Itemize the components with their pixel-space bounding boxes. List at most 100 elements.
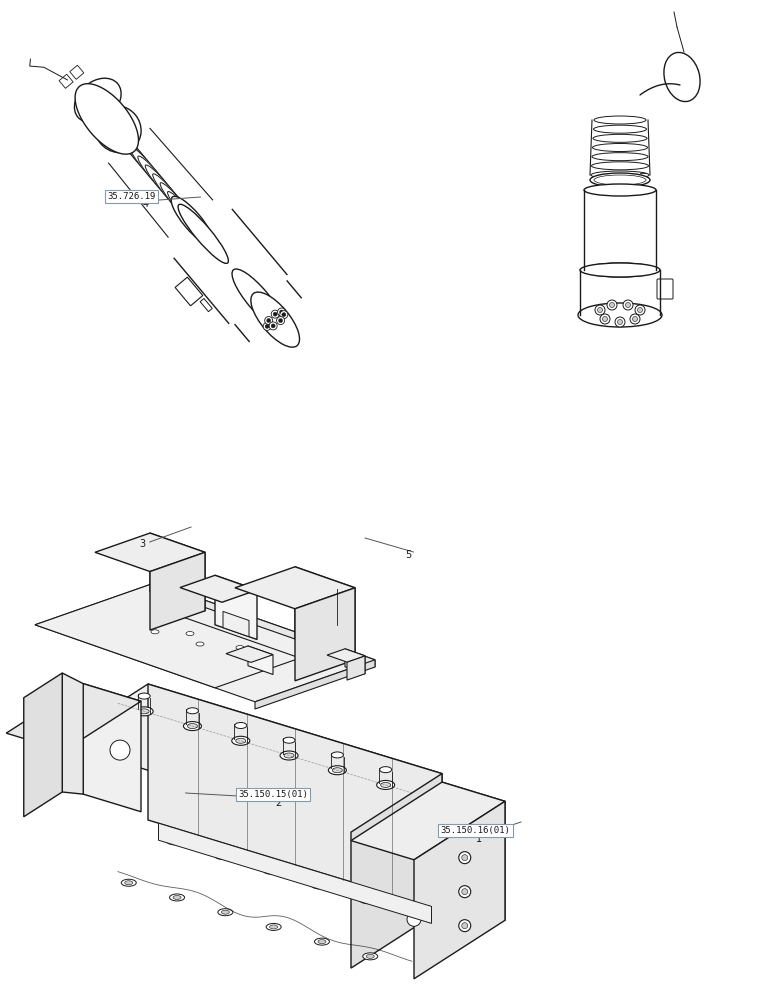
Ellipse shape	[263, 866, 279, 874]
Circle shape	[462, 889, 468, 895]
Polygon shape	[6, 684, 141, 751]
Circle shape	[263, 322, 271, 330]
Ellipse shape	[153, 174, 190, 218]
Circle shape	[623, 300, 633, 310]
Ellipse shape	[235, 722, 246, 728]
Polygon shape	[75, 84, 139, 154]
Polygon shape	[347, 656, 365, 680]
FancyBboxPatch shape	[657, 279, 673, 299]
Circle shape	[271, 324, 275, 328]
Ellipse shape	[363, 897, 372, 902]
Ellipse shape	[187, 724, 197, 729]
Circle shape	[630, 314, 640, 324]
Ellipse shape	[360, 896, 375, 904]
Polygon shape	[235, 567, 355, 609]
Polygon shape	[150, 552, 205, 630]
Circle shape	[267, 319, 271, 323]
Polygon shape	[295, 588, 355, 681]
Ellipse shape	[408, 910, 424, 918]
Circle shape	[264, 317, 273, 325]
Text: 35.150.16(01): 35.150.16(01)	[441, 826, 511, 835]
Polygon shape	[83, 684, 141, 812]
Ellipse shape	[125, 881, 133, 885]
Polygon shape	[226, 646, 273, 662]
Polygon shape	[150, 533, 205, 611]
Circle shape	[607, 300, 617, 310]
Circle shape	[633, 316, 637, 322]
Ellipse shape	[186, 708, 198, 714]
Ellipse shape	[594, 116, 646, 124]
Ellipse shape	[186, 632, 194, 636]
Polygon shape	[148, 684, 442, 910]
Circle shape	[279, 310, 284, 314]
Polygon shape	[442, 782, 505, 920]
Circle shape	[635, 305, 645, 315]
Polygon shape	[327, 649, 365, 662]
Ellipse shape	[138, 693, 150, 699]
Ellipse shape	[584, 184, 656, 196]
Polygon shape	[255, 660, 375, 709]
Polygon shape	[351, 782, 505, 860]
Polygon shape	[95, 533, 205, 572]
Circle shape	[459, 852, 471, 864]
Circle shape	[282, 313, 285, 317]
Circle shape	[278, 319, 282, 323]
Ellipse shape	[178, 204, 229, 263]
Polygon shape	[62, 673, 83, 794]
Polygon shape	[57, 684, 442, 832]
Ellipse shape	[266, 868, 275, 872]
Ellipse shape	[218, 909, 233, 916]
Circle shape	[269, 322, 277, 330]
Polygon shape	[155, 583, 375, 667]
Text: 1: 1	[476, 834, 482, 844]
Polygon shape	[215, 575, 257, 640]
Ellipse shape	[584, 263, 656, 277]
Circle shape	[462, 923, 468, 929]
Circle shape	[615, 317, 625, 327]
Polygon shape	[295, 567, 355, 660]
Ellipse shape	[377, 780, 395, 789]
Circle shape	[277, 317, 285, 325]
Polygon shape	[223, 611, 249, 637]
Ellipse shape	[123, 138, 158, 179]
Ellipse shape	[332, 752, 343, 758]
Circle shape	[602, 316, 608, 322]
Circle shape	[597, 308, 602, 312]
Ellipse shape	[196, 642, 204, 646]
Circle shape	[600, 314, 610, 324]
Circle shape	[459, 920, 471, 932]
Circle shape	[626, 302, 630, 308]
Ellipse shape	[283, 737, 295, 743]
Ellipse shape	[171, 196, 214, 245]
Ellipse shape	[232, 736, 250, 745]
Ellipse shape	[594, 125, 647, 133]
Circle shape	[462, 855, 468, 861]
Polygon shape	[23, 673, 62, 817]
Polygon shape	[158, 823, 431, 923]
Ellipse shape	[594, 175, 646, 185]
Ellipse shape	[280, 751, 298, 760]
Ellipse shape	[592, 153, 648, 161]
Ellipse shape	[173, 895, 181, 899]
Polygon shape	[180, 575, 257, 602]
Ellipse shape	[145, 165, 183, 209]
Ellipse shape	[236, 738, 246, 743]
Ellipse shape	[74, 78, 121, 123]
Ellipse shape	[593, 143, 647, 151]
Ellipse shape	[139, 709, 149, 714]
Text: 35.726.19: 35.726.19	[108, 192, 156, 201]
Ellipse shape	[151, 630, 159, 634]
Ellipse shape	[130, 147, 166, 189]
Ellipse shape	[183, 722, 201, 731]
Ellipse shape	[166, 837, 183, 845]
Circle shape	[407, 912, 421, 926]
Polygon shape	[175, 277, 203, 306]
Ellipse shape	[232, 269, 284, 329]
Ellipse shape	[332, 768, 342, 773]
Polygon shape	[248, 646, 273, 674]
Ellipse shape	[138, 156, 174, 199]
Ellipse shape	[314, 938, 329, 945]
Ellipse shape	[284, 753, 294, 758]
Ellipse shape	[664, 52, 700, 102]
Ellipse shape	[578, 303, 662, 327]
